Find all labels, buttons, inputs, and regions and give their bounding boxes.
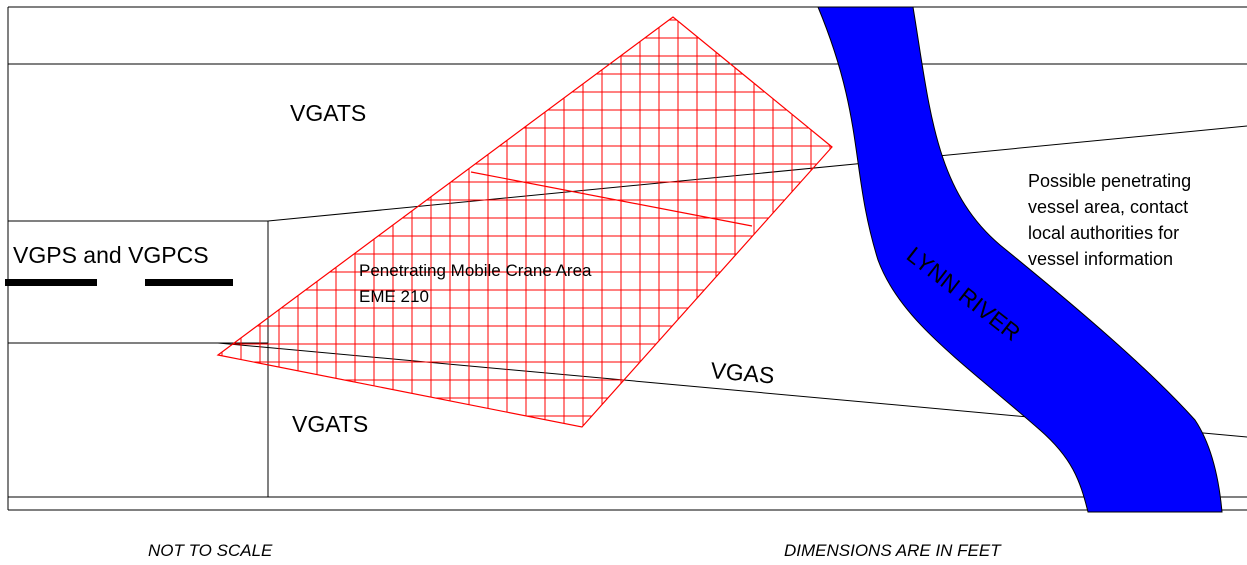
vessel-note-line2: vessel area, contact bbox=[1028, 197, 1188, 217]
crane-area-outline bbox=[216, 16, 833, 428]
runway-bar-left bbox=[5, 279, 97, 286]
runway-bar-right bbox=[145, 279, 233, 286]
lynn-river bbox=[817, 6, 1223, 513]
units-note: DIMENSIONS ARE IN FEET bbox=[784, 541, 1002, 560]
crane-area-divider bbox=[470, 171, 753, 227]
scale-note: NOT TO SCALE bbox=[148, 541, 273, 560]
vgas-label: VGAS bbox=[710, 357, 776, 388]
vessel-note-line3: local authorities for bbox=[1028, 223, 1179, 243]
vessel-note-line1: Possible penetrating bbox=[1028, 171, 1191, 191]
vgats-bottom-label: VGATS bbox=[292, 411, 368, 437]
vessel-note-line4: vessel information bbox=[1028, 249, 1173, 269]
crane-area-label-line1: Penetrating Mobile Crane Area bbox=[359, 261, 592, 280]
vgps-vgpcs-label: VGPS and VGPCS bbox=[13, 242, 209, 268]
vgats-top-label: VGATS bbox=[290, 100, 366, 126]
crane-area-label-line2: EME 210 bbox=[359, 287, 429, 306]
